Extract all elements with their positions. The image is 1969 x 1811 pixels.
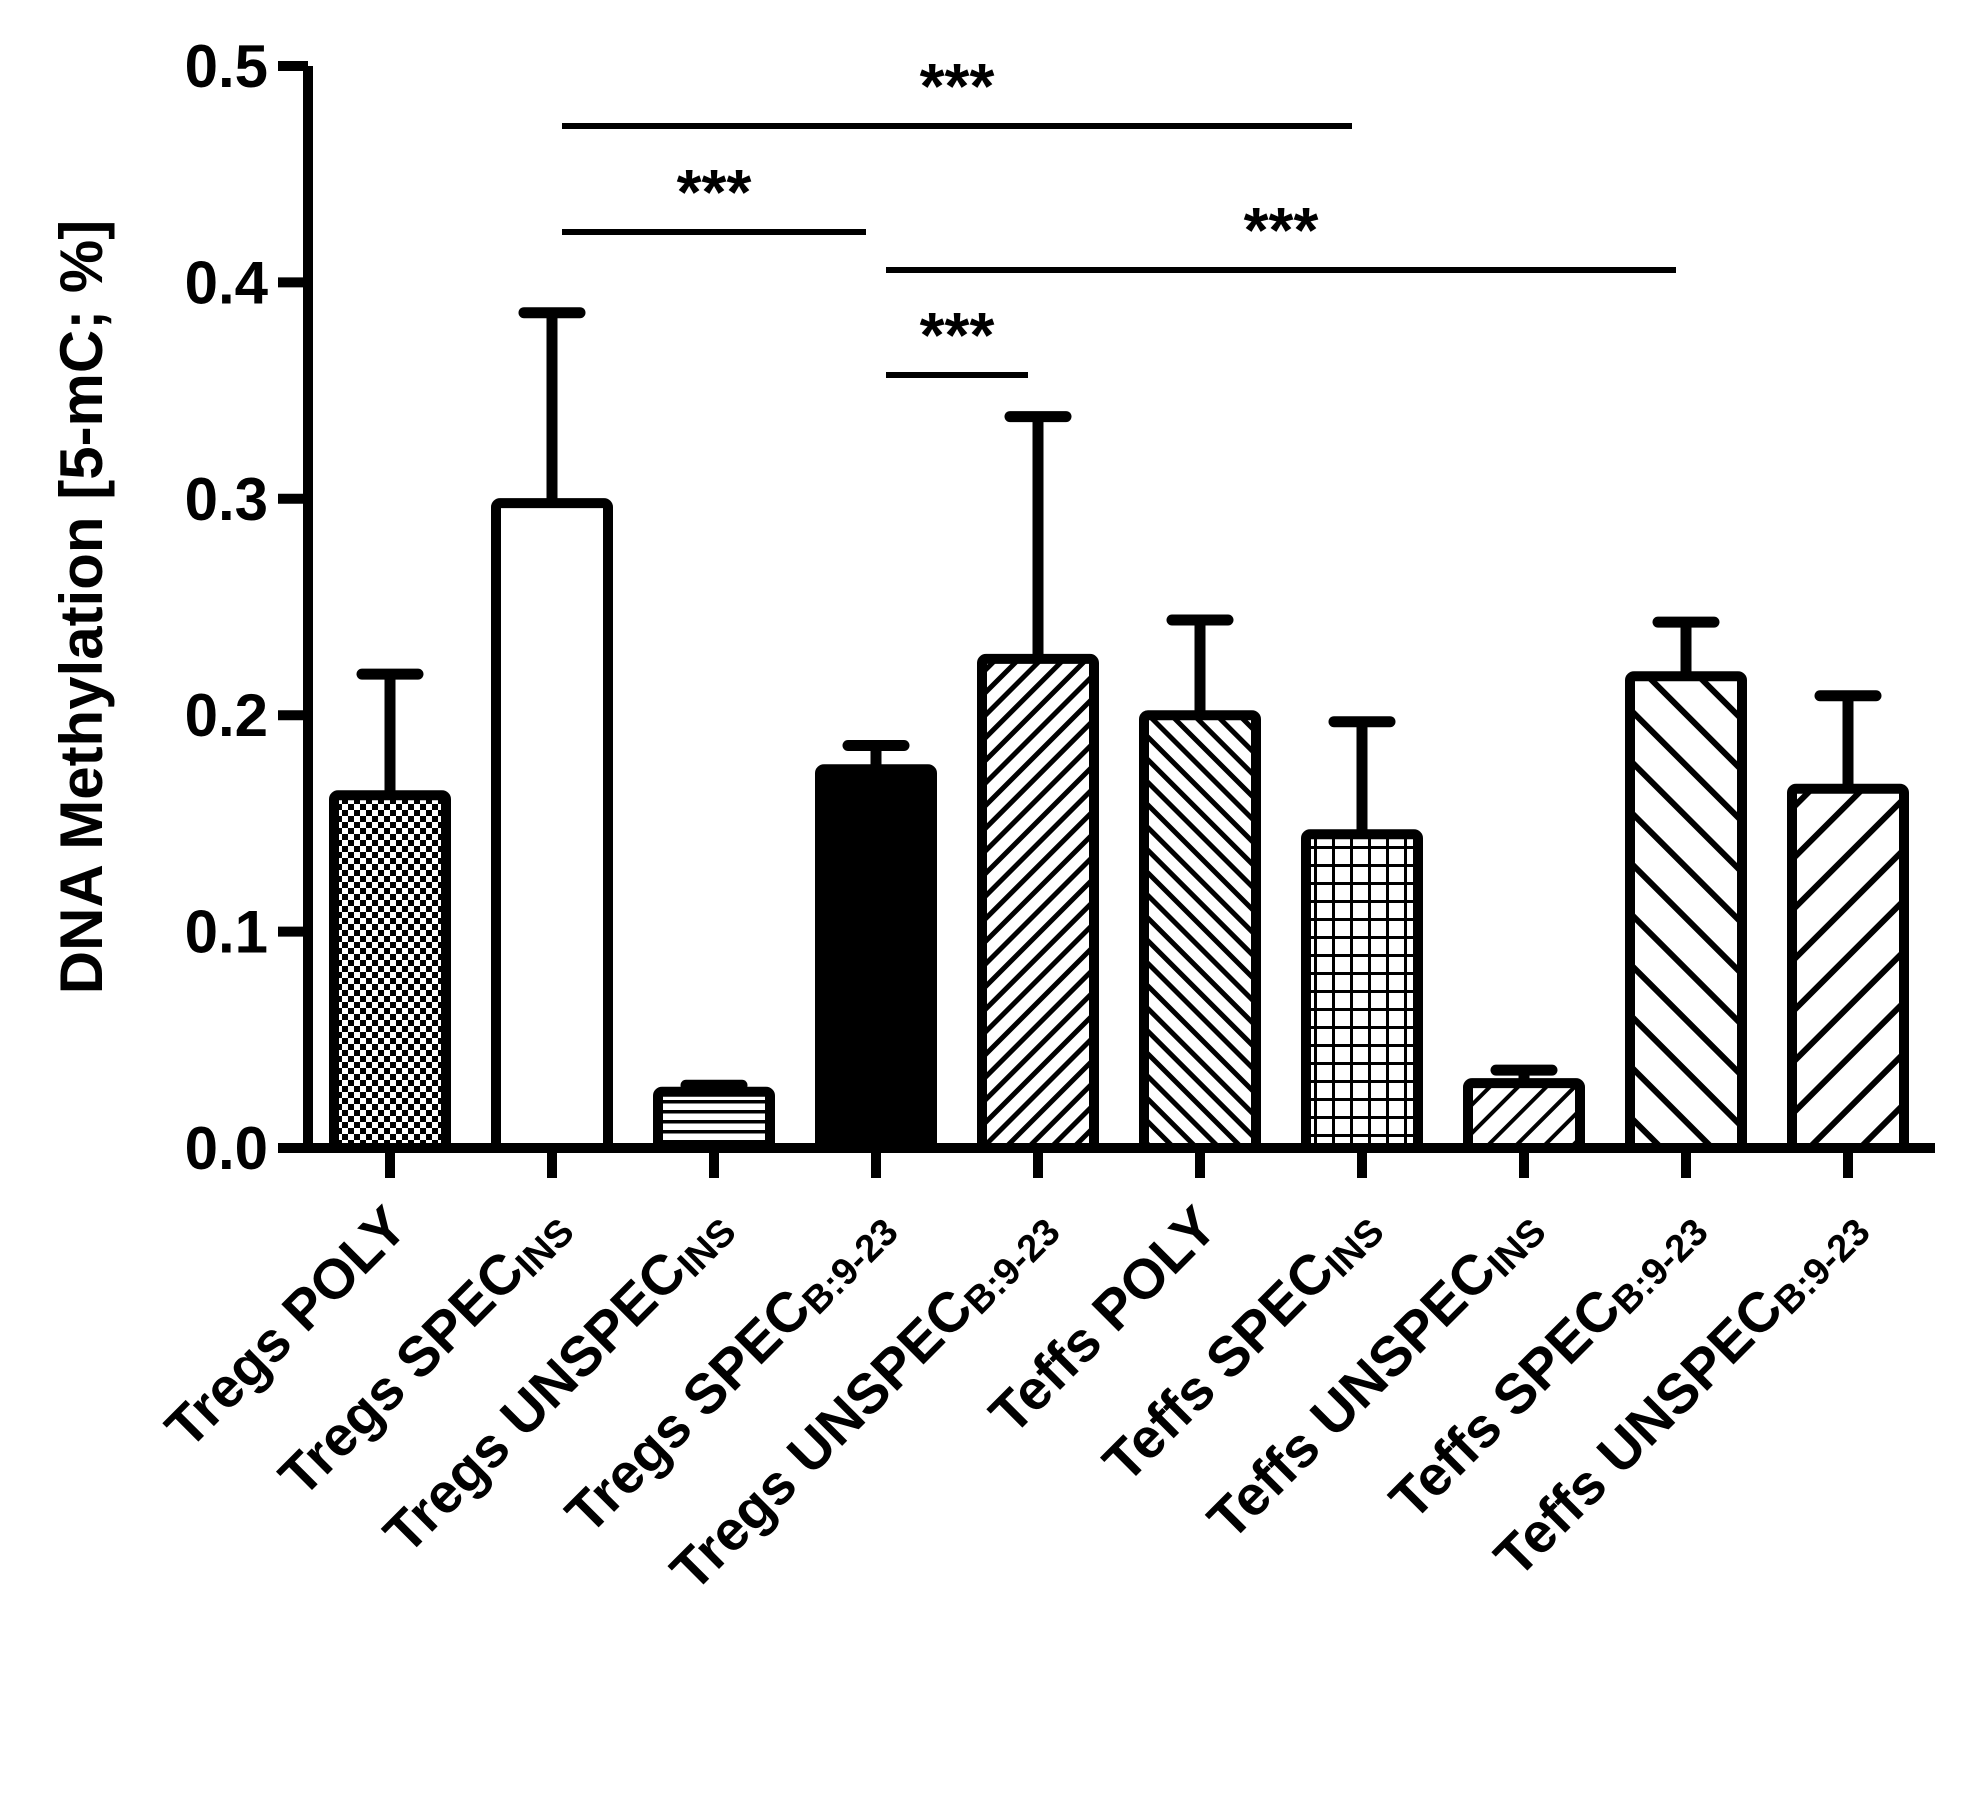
- bar: [329, 790, 451, 1153]
- bar-group: [977, 411, 1099, 1153]
- bar: [491, 498, 613, 1153]
- x-category-label: Tregs SPECINS: [267, 1194, 583, 1510]
- significance-label: ***: [677, 156, 752, 228]
- bar: [1139, 710, 1261, 1153]
- y-axis-title: DNA Methylation [5-mC; %]: [48, 220, 115, 994]
- bar: [1787, 783, 1909, 1153]
- y-tick-label: 0.1: [185, 899, 268, 966]
- y-tick-label: 0.3: [185, 466, 268, 533]
- y-tick-label: 0.0: [185, 1115, 268, 1182]
- significance-layer: *** *** *** ***: [562, 50, 1676, 378]
- bar-group: [1463, 1064, 1585, 1153]
- category-name: Teffs UNSPEC: [1482, 1276, 1794, 1588]
- bar-group: [815, 739, 937, 1153]
- bar: [1301, 829, 1423, 1153]
- category-subscript: B:9-23: [1767, 1211, 1879, 1323]
- bar: [653, 1086, 775, 1153]
- bar: [1463, 1078, 1585, 1153]
- y-tick-label: 0.4: [185, 249, 269, 316]
- bar-group: [1787, 690, 1909, 1153]
- bar: [977, 653, 1099, 1153]
- bar-group: [1139, 614, 1261, 1153]
- y-tick-label: 0.5: [185, 33, 268, 100]
- axes-layer: 0.0 0.1 0.2 0.3 0.4 0.5: [185, 33, 1935, 1182]
- bar: [1625, 671, 1747, 1153]
- x-category-label: Teffs SPECINS: [1091, 1194, 1393, 1496]
- category-name: Teffs UNSPEC: [1195, 1239, 1507, 1551]
- bar-group: [329, 668, 451, 1153]
- significance-label: ***: [920, 299, 995, 371]
- bar: [815, 764, 937, 1153]
- significance-label: ***: [1244, 194, 1319, 266]
- bar-group: [1625, 616, 1747, 1153]
- y-tick-label: 0.2: [185, 682, 268, 749]
- category-name: Tregs UNSPEC: [371, 1239, 697, 1565]
- category-subscript: B:9-23: [1605, 1211, 1717, 1323]
- bar-group: [1301, 716, 1423, 1153]
- category-subscript: B:9-23: [957, 1211, 1069, 1323]
- significance-label: ***: [920, 50, 995, 122]
- bar-group: [653, 1079, 775, 1153]
- bar-group: [491, 307, 613, 1153]
- category-name: Tregs UNSPEC: [658, 1276, 984, 1602]
- bars-layer: [329, 307, 1909, 1153]
- category-subscript: B:9-23: [795, 1211, 907, 1323]
